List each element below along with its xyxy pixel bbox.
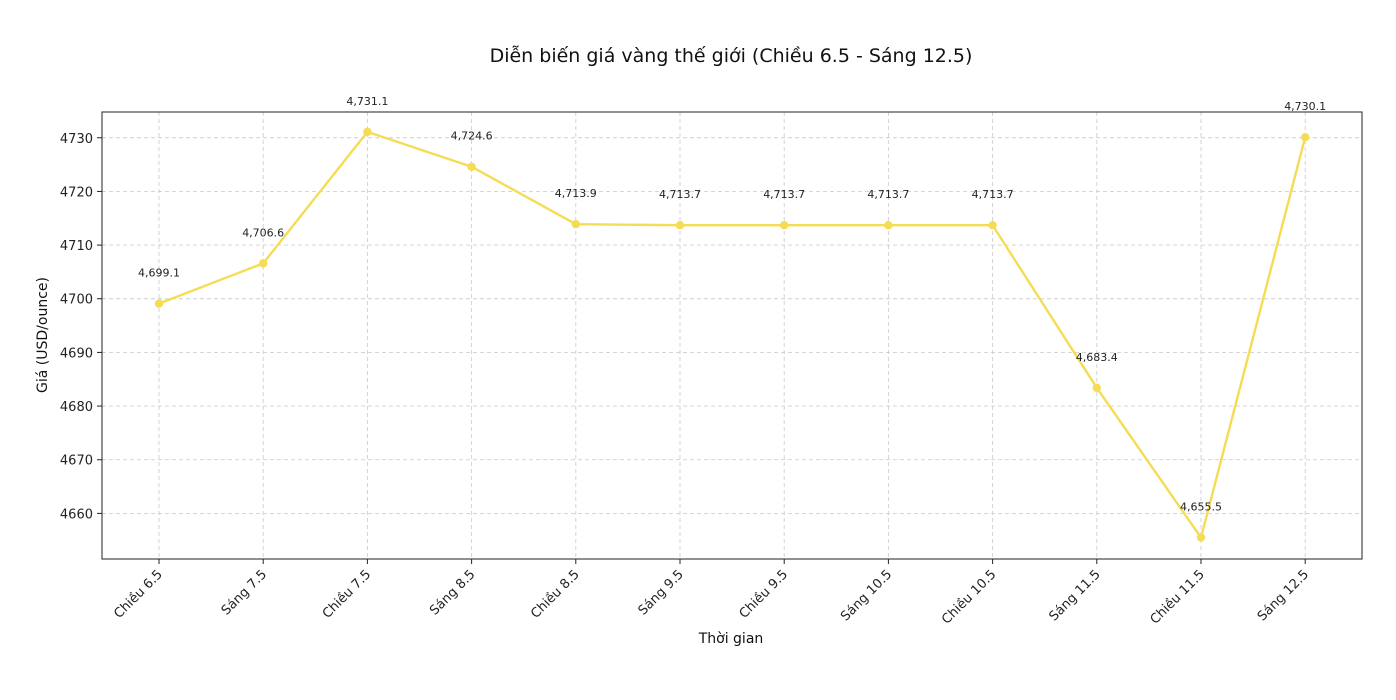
x-tick-label: Sáng 12.5 xyxy=(1255,567,1312,624)
x-tick-label: Chiều 8.5 xyxy=(528,567,582,621)
x-tick-label: Chiều 7.5 xyxy=(320,567,374,621)
data-label: 4,724.6 xyxy=(451,130,493,143)
y-tick-label: 4720 xyxy=(60,185,93,200)
data-label: 4,731.1 xyxy=(346,95,388,108)
y-tick-label: 4690 xyxy=(60,346,93,361)
data-label: 4,655.5 xyxy=(1180,501,1222,514)
data-point xyxy=(467,162,476,171)
y-axis: 4660 4670 4680 4690 4700 4710 4720 4730 xyxy=(60,132,102,522)
y-axis-title: Giá (USD/ounce) xyxy=(35,277,51,393)
data-point xyxy=(259,259,268,268)
grid-layer xyxy=(102,112,1362,559)
data-point xyxy=(154,299,164,308)
data-label: 4,713.7 xyxy=(867,188,909,201)
data-label: 4,730.1 xyxy=(1284,100,1326,113)
data-label: 4,683.4 xyxy=(1076,351,1118,364)
data-point xyxy=(780,221,789,230)
x-tick-label: Chiều 10.5 xyxy=(939,567,999,627)
y-tick-label: 4670 xyxy=(60,454,93,469)
data-point xyxy=(988,221,997,230)
data-label: 4,699.1 xyxy=(138,267,180,280)
chart-title: Diễn biến giá vàng thế giới (Chiều 6.5 -… xyxy=(490,44,973,67)
data-point xyxy=(1092,383,1102,393)
x-tick-label: Sáng 8.5 xyxy=(427,567,478,618)
data-point xyxy=(675,221,685,230)
points-layer xyxy=(154,127,1310,542)
x-tick-label: Sáng 9.5 xyxy=(636,567,687,618)
y-tick-label: 4710 xyxy=(60,239,93,254)
y-tick-label: 4680 xyxy=(60,400,93,415)
x-tick-label: Sáng 11.5 xyxy=(1046,567,1103,624)
data-labels-layer: 4,699.1 4,706.6 4,731.1 4,724.6 4,713.9 4,713… xyxy=(138,95,1326,514)
plot-frame xyxy=(101,111,1363,560)
x-tick-label: Sáng 10.5 xyxy=(838,567,895,624)
x-axis: Chiều 6.5 Sáng 7.5 Chiều 7.5 Sáng 8.5 Chiều … xyxy=(111,559,1312,628)
y-tick-label: 4700 xyxy=(60,293,93,308)
data-label: 4,713.7 xyxy=(972,188,1014,201)
y-tick-label: 4730 xyxy=(60,132,93,147)
data-label: 4,706.6 xyxy=(242,226,284,239)
series-line xyxy=(158,130,1307,539)
x-tick-label: Sáng 7.5 xyxy=(219,567,270,618)
y-tick-label: 4660 xyxy=(60,507,93,522)
data-label: 4,713.7 xyxy=(763,188,805,201)
x-tick-label: Chiều 11.5 xyxy=(1148,567,1208,627)
data-point xyxy=(1301,133,1310,142)
data-point xyxy=(1196,533,1206,542)
x-tick-label: Chiều 6.5 xyxy=(111,567,165,621)
data-label: 4,713.7 xyxy=(659,188,701,201)
data-label: 4,713.9 xyxy=(555,187,597,200)
data-point xyxy=(571,219,580,229)
x-axis-title: Thời gian xyxy=(698,631,764,647)
data-point xyxy=(363,127,372,137)
data-point xyxy=(884,221,893,230)
line-layer xyxy=(158,130,1307,539)
x-tick-label: Chiều 9.5 xyxy=(737,567,791,621)
